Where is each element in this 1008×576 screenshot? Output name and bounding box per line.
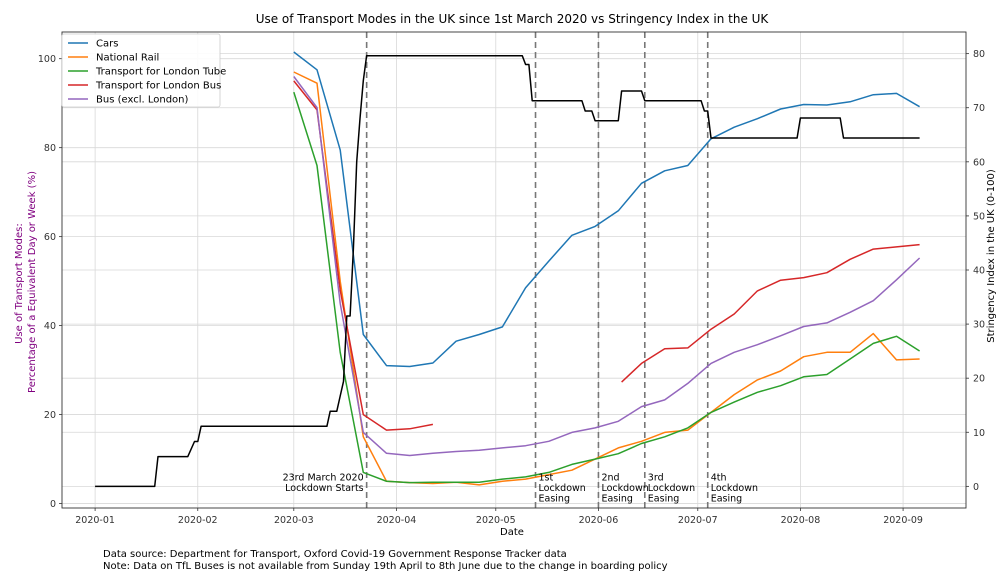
left-y-tick-labels: 0 20 40 60 80 100 bbox=[38, 54, 62, 510]
event-annotation-line: Easing bbox=[711, 494, 742, 505]
left-y-axis-title-line-2: Percentage of a Equivalent Day or Week (… bbox=[27, 171, 38, 393]
x-tick-label: 2020-03 bbox=[274, 515, 314, 526]
event-annotation-line: 3rd bbox=[648, 473, 664, 484]
left-y-tick-label: 80 bbox=[44, 143, 56, 154]
event-annotation-line: Lockdown bbox=[539, 483, 586, 494]
right-y-tick-label: 50 bbox=[973, 211, 985, 222]
x-tick-label: 2020-04 bbox=[377, 515, 417, 526]
left-y-tick-label: 100 bbox=[38, 54, 56, 65]
x-tick-label: 2020-09 bbox=[883, 515, 923, 526]
event-annotation-line: 2nd bbox=[601, 473, 619, 484]
series-line bbox=[293, 76, 921, 457]
left-y-tick-label: 40 bbox=[44, 321, 56, 332]
left-y-axis-title-line-1: Use of Transport Modes: bbox=[14, 223, 25, 344]
legend-label: Transport for London Tube bbox=[95, 67, 226, 78]
left-y-tick-label: 20 bbox=[44, 410, 56, 421]
right-y-tick-label: 10 bbox=[973, 428, 985, 439]
right-y-tick-labels: 0 10 20 30 40 50 60 70 80 bbox=[966, 49, 985, 493]
x-tick-label: 2020-01 bbox=[75, 515, 115, 526]
event-annotation-line: 23rd March 2020 bbox=[283, 473, 364, 484]
event-annotation-line: Lockdown bbox=[601, 483, 648, 494]
left-y-axis-title: Use of Transport Modes: Percentage of a … bbox=[14, 171, 38, 393]
right-y-tick-label: 70 bbox=[973, 103, 985, 114]
legend-label: Transport for London Bus bbox=[95, 81, 221, 92]
right-y-axis-title: Stringency Index in the UK (0-100) bbox=[986, 169, 997, 343]
event-annotation-line: Lockdown Starts bbox=[285, 483, 364, 494]
x-tick-label: 2020-06 bbox=[579, 515, 619, 526]
x-tick-label: 2020-07 bbox=[678, 515, 718, 526]
series-line bbox=[621, 243, 920, 383]
right-y-tick-label: 60 bbox=[973, 157, 985, 168]
legend-box bbox=[61, 33, 221, 108]
right-y-tick-label: 20 bbox=[973, 374, 985, 385]
event-annotation-line: Lockdown bbox=[711, 483, 758, 494]
legend-label: Cars bbox=[96, 39, 118, 50]
event-annotation-line: 4th bbox=[711, 473, 727, 484]
series-line bbox=[293, 71, 920, 486]
x-axis-title: Date bbox=[500, 527, 524, 538]
event-annotation-line: 1st bbox=[539, 473, 554, 484]
series-lines bbox=[293, 51, 921, 486]
x-tick-label: 2020-02 bbox=[178, 515, 218, 526]
event-annotation-line: Easing bbox=[601, 494, 632, 505]
event-annotation-line: Easing bbox=[539, 494, 570, 505]
tfl-bus-note: Note: Data on TfL Buses is not available… bbox=[103, 561, 668, 572]
series-line bbox=[293, 80, 434, 431]
right-y-tick-label: 80 bbox=[973, 49, 985, 60]
x-tick-label: 2020-08 bbox=[781, 515, 821, 526]
right-y-tick-label: 0 bbox=[973, 482, 979, 493]
right-y-tick-label: 30 bbox=[973, 320, 985, 331]
event-annotation-line: Lockdown bbox=[648, 483, 695, 494]
left-y-tick-label: 60 bbox=[44, 232, 56, 243]
data-source-note: Data source: Department for Transport, O… bbox=[103, 549, 567, 560]
right-y-tick-label: 40 bbox=[973, 266, 985, 277]
stringency-line bbox=[95, 55, 920, 488]
legend-label: National Rail bbox=[96, 53, 159, 64]
left-y-tick-label: 0 bbox=[50, 499, 56, 510]
chart-title: Use of Transport Modes in the UK since 1… bbox=[256, 12, 770, 26]
event-annotation-line: Easing bbox=[648, 494, 679, 505]
stringency-line-group bbox=[95, 55, 920, 488]
legend: Cars National Rail Transport for London Tu… bbox=[61, 33, 226, 108]
legend-label: Bus (excl. London) bbox=[96, 95, 188, 106]
grid-lines bbox=[62, 32, 966, 508]
x-tick-label: 2020-05 bbox=[476, 515, 516, 526]
series-line bbox=[293, 91, 921, 484]
x-tick-labels: 2020-01 2020-02 2020-03 2020-04 2020-05 2020-… bbox=[75, 508, 923, 526]
series-line bbox=[293, 51, 920, 368]
